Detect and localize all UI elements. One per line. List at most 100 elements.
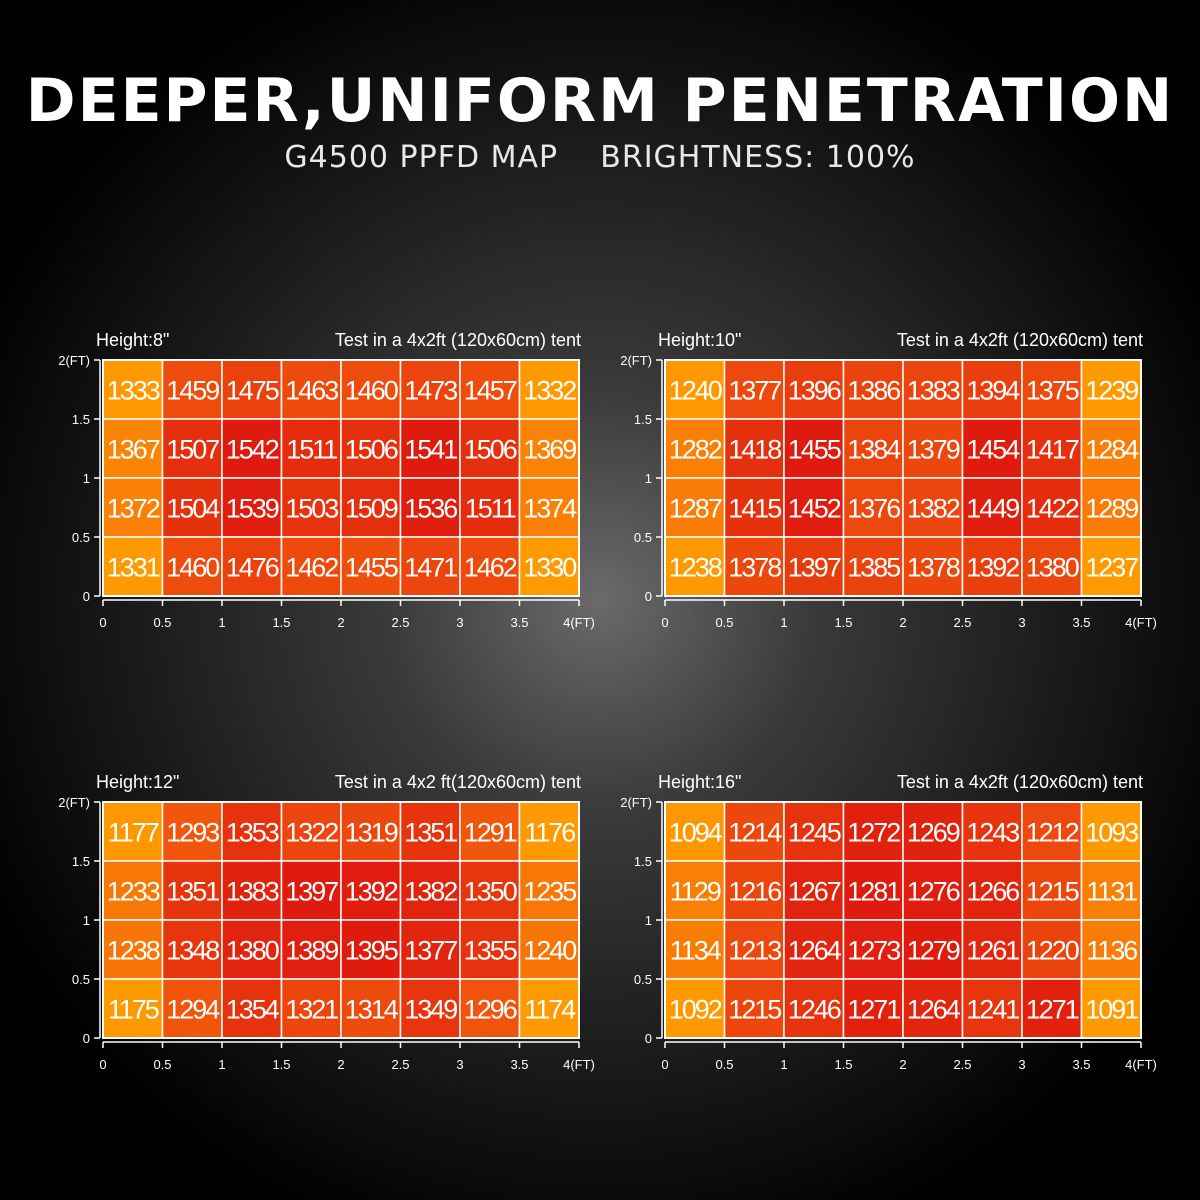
cell-value-label: 1460 [166, 553, 219, 583]
cell-value-label: 1332 [523, 376, 576, 406]
heatmap-cell [399, 359, 461, 420]
x-tick-label: 4(FT) [1125, 615, 1157, 630]
heatmap-cell [102, 801, 164, 862]
ppfd-map-panel-8in: Height:8" Test in a 4x2ft (120x60cm) tent… [40, 322, 600, 642]
heatmap-cell [340, 477, 402, 538]
cell-value-label: 1330 [523, 553, 576, 583]
heatmap-cell [842, 536, 904, 597]
x-tick-label: 1.5 [834, 1057, 852, 1072]
cell-value-label: 1214 [728, 818, 782, 848]
heatmap-cell [961, 418, 1023, 479]
x-tick-label: 4(FT) [563, 615, 595, 630]
cell-value-label: 1216 [728, 877, 781, 907]
cell-value-label: 1541 [404, 435, 457, 465]
cell-value-label: 1539 [226, 494, 279, 524]
x-tick-label: 1.5 [834, 615, 852, 630]
cell-value-label: 1503 [285, 494, 338, 524]
heatmap-cell [1080, 536, 1142, 597]
cell-value-label: 1094 [669, 818, 723, 848]
heatmap-cell [221, 860, 283, 921]
tent-label: Test in a 4x2 ft(120x60cm) tent [335, 772, 581, 792]
heatmap-svg: Height:16" Test in a 4x2ft (120x60cm) ten… [620, 772, 1157, 1072]
cell-value-label: 1282 [669, 435, 722, 465]
heatmap-cell [842, 477, 904, 538]
cell-value-label: 1276 [907, 877, 960, 907]
heatmap-cell [161, 860, 223, 921]
heatmap-cell [1021, 801, 1083, 862]
cell-value-label: 1269 [907, 818, 960, 848]
heatmap-svg: Height:12" Test in a 4x2 ft(120x60cm) ten… [58, 772, 595, 1072]
height-label: Height:8" [96, 330, 169, 350]
x-tick-label: 0.5 [153, 615, 171, 630]
y-tick-label: 1.5 [634, 854, 652, 869]
tent-label: Test in a 4x2ft (120x60cm) tent [897, 772, 1143, 792]
tent-label: Test in a 4x2ft (120x60cm) tent [897, 330, 1143, 350]
heatmap-cell [842, 860, 904, 921]
heatmap-svg: Height:10" Test in a 4x2ft (120x60cm) ten… [620, 330, 1157, 630]
cell-value-label: 1460 [345, 376, 398, 406]
heatmap-cell [1080, 919, 1142, 980]
y-tick-label: 0 [83, 589, 90, 604]
cell-value-label: 1266 [966, 877, 1019, 907]
heatmap-cell [340, 536, 402, 597]
heatmap-cell [340, 860, 402, 921]
cell-value-label: 1349 [404, 995, 457, 1025]
cell-value-label: 1322 [285, 818, 338, 848]
x-tick-label: 1 [780, 1057, 787, 1072]
cell-value-label: 1351 [166, 877, 219, 907]
cell-value-label: 1418 [728, 435, 781, 465]
heatmap-cell [1021, 536, 1083, 597]
cell-value-label: 1375 [1026, 376, 1079, 406]
cell-value-label: 1246 [788, 995, 841, 1025]
cell-value-label: 1372 [107, 494, 160, 524]
cell-value-label: 1136 [1086, 936, 1137, 966]
heatmap-cell [723, 978, 785, 1039]
cell-value-label: 1215 [1026, 877, 1079, 907]
cell-value-label: 1289 [1085, 494, 1138, 524]
heatmap-cell [518, 418, 580, 479]
cell-value-label: 1384 [847, 435, 901, 465]
cell-value-label: 1542 [226, 435, 279, 465]
x-tick-label: 1 [218, 1057, 225, 1072]
cell-value-label: 1091 [1085, 995, 1138, 1025]
y-tick-label: 0.5 [634, 972, 652, 987]
heatmap-cell [280, 536, 342, 597]
heatmap-cell [161, 978, 223, 1039]
cell-value-label: 1378 [907, 553, 960, 583]
y-tick-label: 1 [83, 471, 90, 486]
heatmap-cell [783, 860, 845, 921]
x-tick-label: 0.5 [715, 615, 733, 630]
cell-value-label: 1212 [1026, 818, 1079, 848]
height-label: Height:10" [658, 330, 741, 350]
heatmap-cell [221, 477, 283, 538]
cell-value-label: 1264 [788, 936, 842, 966]
cell-value-label: 1354 [226, 995, 280, 1025]
cell-value-label: 1454 [966, 435, 1020, 465]
x-tick-label: 2 [899, 1057, 906, 1072]
heatmap-cell [161, 801, 223, 862]
cell-value-label: 1511 [286, 435, 337, 465]
x-tick-label: 1.5 [272, 615, 290, 630]
x-tick-label: 3.5 [1072, 615, 1090, 630]
x-tick-label: 3 [456, 1057, 463, 1072]
y-tick-label: 0.5 [72, 530, 90, 545]
heatmap-cell [459, 919, 521, 980]
x-tick-label: 0.5 [715, 1057, 733, 1072]
x-tick-label: 0 [661, 1057, 668, 1072]
heatmap-cell [1080, 860, 1142, 921]
cell-value-label: 1177 [108, 818, 159, 848]
cell-value-label: 1369 [523, 435, 576, 465]
cell-value-label: 1093 [1085, 818, 1138, 848]
heatmap-cell [783, 919, 845, 980]
cell-value-label: 1092 [669, 995, 722, 1025]
x-tick-label: 1.5 [272, 1057, 290, 1072]
heatmap-svg: Height:8" Test in a 4x2ft (120x60cm) tent… [58, 330, 595, 630]
cell-value-label: 1511 [465, 494, 516, 524]
ppfd-map-panel-16in: Height:16" Test in a 4x2ft (120x60cm) ten… [602, 764, 1162, 1084]
cell-value-label: 1462 [464, 553, 517, 583]
heatmap-cell [783, 477, 845, 538]
cell-value-label: 1504 [166, 494, 220, 524]
heatmap-border [664, 801, 1142, 1039]
cell-value-label: 1215 [728, 995, 781, 1025]
y-tick-label: 2(FT) [620, 353, 652, 368]
